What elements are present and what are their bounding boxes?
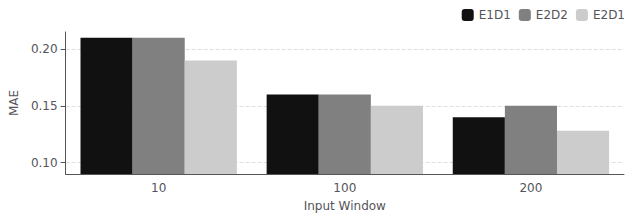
svg-text:200: 200 (519, 181, 542, 195)
svg-text:0.20: 0.20 (31, 42, 58, 56)
svg-text:E2D1: E2D1 (593, 8, 625, 22)
svg-text:E2D2: E2D2 (536, 8, 568, 22)
svg-text:100: 100 (333, 181, 356, 195)
svg-text:0.10: 0.10 (31, 156, 58, 170)
svg-text:0.15: 0.15 (31, 99, 58, 113)
svg-text:Input Window: Input Window (304, 199, 386, 213)
svg-text:E1D1: E1D1 (479, 8, 511, 22)
svg-text:MAE: MAE (7, 90, 21, 116)
svg-text:10: 10 (151, 181, 166, 195)
